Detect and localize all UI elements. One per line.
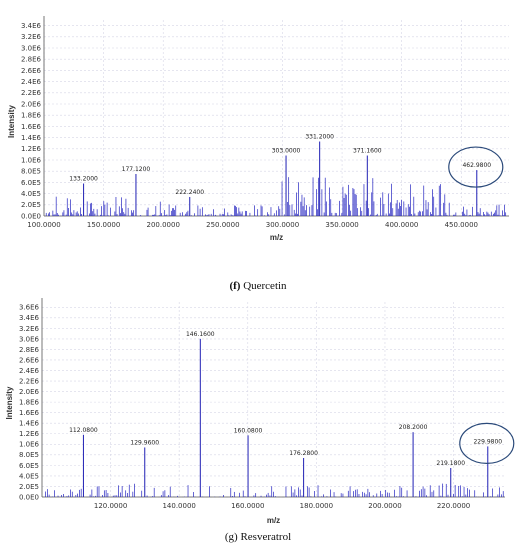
y-tick-label: 2.8E6	[21, 56, 42, 64]
x-tick-label: 450.0000	[445, 221, 478, 229]
y-tick-label: 1.0E6	[21, 156, 42, 164]
peak-label: 229.9800	[473, 438, 502, 445]
y-tick-label: 1.8E6	[21, 112, 42, 120]
highlight-circle	[448, 146, 504, 188]
y-tick-label: 0.0E0	[21, 212, 41, 220]
peak-label: 371.1600	[353, 148, 382, 155]
y-tick-label: 2.0E6	[21, 100, 42, 108]
y-tick-label: 6.0E5	[21, 179, 41, 187]
y-tick-label: 2.2E6	[19, 377, 40, 385]
peak-label: 146.1600	[186, 331, 215, 338]
caption-quercetin: (f) Quercetin	[229, 280, 287, 292]
y-tick-label: 2.2E6	[21, 89, 42, 97]
caption-resveratrol: (g) Resveratrol	[225, 531, 291, 543]
y-tick-label: 8.0E5	[21, 168, 41, 176]
peak-label: 133.2000	[69, 176, 98, 183]
y-tick-label: 2.6E6	[19, 356, 40, 364]
x-tick-label: 200.0000	[368, 502, 401, 510]
y-tick-label: 2.0E5	[19, 483, 39, 491]
peak-label: 331.2000	[305, 134, 334, 141]
y-tick-label: 3.2E6	[21, 33, 42, 41]
y-tick-label: 1.2E6	[19, 430, 40, 438]
peak-label: 129.9600	[130, 439, 159, 446]
peak-label: 176.2800	[289, 450, 318, 457]
peak-label: 177.1200	[122, 166, 151, 173]
caption-quercetin-name: Quercetin	[243, 280, 287, 292]
caption-quercetin-letter: (f)	[229, 280, 240, 292]
x-tick-label: 200.0000	[147, 221, 180, 229]
x-tick-label: 160.0000	[231, 502, 264, 510]
y-tick-label: 3.0E6	[19, 335, 40, 343]
y-tick-label: 1.4E6	[19, 420, 40, 428]
y-tick-label: 4.0E5	[21, 190, 41, 198]
x-tick-label: 220.0000	[437, 502, 470, 510]
peak-label: 222.2400	[175, 189, 204, 196]
x-tick-label: 350.0000	[325, 221, 358, 229]
caption-resveratrol-name: Resveratrol	[240, 531, 291, 543]
x-tick-label: 140.0000	[162, 502, 195, 510]
x-tick-label: 120.0000	[94, 502, 127, 510]
y-tick-label: 8.0E5	[19, 451, 39, 459]
y-tick-label: 4.0E5	[19, 472, 39, 480]
x-tick-label: 400.0000	[385, 221, 418, 229]
y-tick-label: 6.0E5	[19, 462, 39, 470]
resveratrol-spectrum-chart: 0.0E0 2.0E5 4.0E5 6.0E5 8.0E5 1.0E6 1.2E6 1.4E6…	[5, 298, 515, 525]
y-tick-label: 3.6E6	[19, 304, 40, 312]
peak-label: 208.2000	[399, 424, 428, 431]
y-tick-label: 1.6E6	[21, 123, 42, 131]
y-tick-label: 0.0E0	[19, 493, 39, 501]
y-axis-label: Intensity	[7, 105, 16, 138]
y-tick-label: 3.0E6	[21, 44, 42, 52]
y-tick-label: 1.6E6	[19, 409, 40, 417]
y-tick-label: 3.2E6	[19, 325, 40, 333]
peak-label: 160.0800	[234, 427, 263, 434]
y-axis-label: Intensity	[5, 386, 14, 419]
y-tick-label: 2.0E6	[19, 388, 40, 396]
peak-label: 462.9800	[462, 162, 491, 169]
x-tick-label: 180.0000	[300, 502, 333, 510]
y-tick-label: 3.4E6	[21, 22, 42, 30]
quercetin-spectrum-chart: 0.0E0 2.0E5 4.0E5 6.0E5 8.0E5 1.0E6 1.2E6 1.4E6…	[7, 16, 509, 242]
y-tick-label: 1.4E6	[21, 134, 42, 142]
y-tick-label: 1.2E6	[21, 145, 42, 153]
x-tick-label: 150.0000	[87, 221, 120, 229]
y-tick-label: 2.4E6	[19, 367, 40, 375]
x-axis-label: m/z	[270, 233, 283, 242]
peak-label: 303.0000	[272, 148, 301, 155]
x-tick-label: 300.0000	[266, 221, 299, 229]
highlight-circle	[459, 422, 515, 465]
peak-label: 112.0800	[69, 427, 98, 434]
y-tick-label: 2.0E5	[21, 201, 41, 209]
x-axis-label: m/z	[267, 516, 280, 525]
x-tick-label: 100.0000	[27, 221, 60, 229]
y-tick-label: 1.8E6	[19, 399, 40, 407]
y-tick-label: 2.8E6	[19, 346, 40, 354]
y-tick-label: 1.0E6	[19, 441, 40, 449]
y-tick-label: 3.4E6	[19, 314, 40, 322]
y-tick-label: 2.6E6	[21, 67, 42, 75]
y-tick-label: 2.4E6	[21, 78, 42, 86]
peak-label: 219.1800	[436, 460, 465, 467]
x-tick-label: 250.0000	[206, 221, 239, 229]
caption-resveratrol-letter: (g)	[225, 531, 238, 543]
